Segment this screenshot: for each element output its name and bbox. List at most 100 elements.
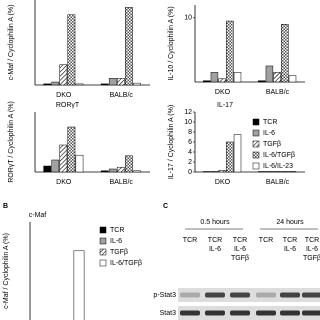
panel-letter: C [163,203,168,210]
bar [125,7,133,86]
legend-label: IL-6/TGFβ [110,260,142,267]
y-axis-label: IL-10 / Cyclophilin A (%) [168,6,175,80]
bar [51,81,60,86]
lane-label: TCR [305,237,319,244]
x-tick-label: BALB/c [110,179,134,186]
y-tick-label: 6 [188,139,192,146]
lane-label: TGFβ [231,255,249,262]
bar [233,72,242,83]
time-point: 0.5 hours [200,219,230,226]
x-tick-label: DKO [56,179,72,186]
y-axis-label: IL-17 / Cyclophilin A (%) [168,105,175,179]
bar [67,14,76,86]
x-tick-label: BALB/c [266,89,290,96]
blot-band [180,310,200,316]
bar [75,83,84,86]
blot-band [280,292,300,298]
y-tick-label: 0 [188,169,192,176]
lane-label: TCR [183,237,197,244]
y-tick-label: 2 [188,159,192,166]
legend-label: IL-6/IL-23 [263,163,293,170]
lane-label: IL-6 [284,246,296,253]
legend-swatch [99,226,107,234]
x-tick-label: BALB/c [266,179,290,186]
bar [75,154,84,173]
legend-label: TCR [263,119,277,126]
y-axis-label: c-Maf / Cyclophilin A (%) [3,233,10,309]
x-tick-label: DKO [215,89,231,96]
bar [226,141,234,173]
legend-label: TGFβ [110,249,128,256]
chart-title: RORγT [56,102,80,109]
legend-swatch [99,237,107,245]
bar [258,80,266,83]
bar [133,82,141,86]
lane-label: TCR [208,237,222,244]
legend-label: IL-6/TGFβ [263,152,295,159]
bar [265,65,274,83]
y-axis-label: RORγT / Cyclophilin A (%) [8,101,15,183]
blot-band [302,292,320,298]
bar [125,155,133,173]
blot-band [302,310,320,316]
bar [43,165,52,173]
bar [116,78,125,86]
y-axis-label: c-Maf / Cyclophilin A (%) [8,5,15,81]
bar [59,64,68,86]
bar [233,134,242,173]
y-tick-label: 10 [184,119,192,126]
x-tick-label: BALB/c [110,92,134,99]
y-tick-label: 10 [184,15,192,22]
legend-swatch [99,259,107,267]
bar [59,144,68,173]
bar [226,20,234,83]
lane-label: IL-6 [234,246,246,253]
row-label: Stat3 [160,310,176,317]
panel-letter: B [3,203,8,210]
legend-swatch [252,162,260,170]
y-tick-label: 4 [188,149,192,156]
bar [51,159,60,173]
bar [218,170,226,173]
blot-band [205,310,225,316]
y-tick-label: 8 [188,129,192,136]
blot-band [230,310,250,316]
row-label: p-Stat3 [153,292,176,299]
legend-label: TCR [110,227,124,234]
blot-band [205,292,225,298]
blot-band [256,292,276,298]
blot-band [280,310,300,316]
bar [288,75,297,83]
bar [100,83,109,86]
bar [218,78,226,83]
legend-label: IL-6 [263,130,275,137]
bar [100,170,109,173]
legend-swatch [252,140,260,148]
lane-label: IL-6 [306,246,318,253]
bar [133,170,141,173]
lane-label: IL-6 [209,246,221,253]
bar [288,171,297,173]
blot-band [256,310,276,316]
bar [281,24,289,83]
x-tick-label: DKO [215,179,231,186]
lane-label: TCR [283,237,297,244]
lane-label: TCR [233,237,247,244]
bar [265,171,274,173]
legend-label: IL-6 [110,238,122,245]
blot-band [230,292,250,298]
bar [108,168,117,173]
y-tick-label: 12 [184,109,192,116]
bar [273,72,281,83]
lane-label: TCR [259,237,273,244]
bar [210,72,219,83]
bar [273,171,281,173]
legend-swatch [99,248,107,256]
chart-title: IL-17 [217,102,233,109]
chart-title: c-Maf [29,212,47,219]
bar [258,171,266,173]
legend-label: TGFβ [263,141,281,148]
bar [210,171,219,173]
legend-swatch [252,118,260,126]
